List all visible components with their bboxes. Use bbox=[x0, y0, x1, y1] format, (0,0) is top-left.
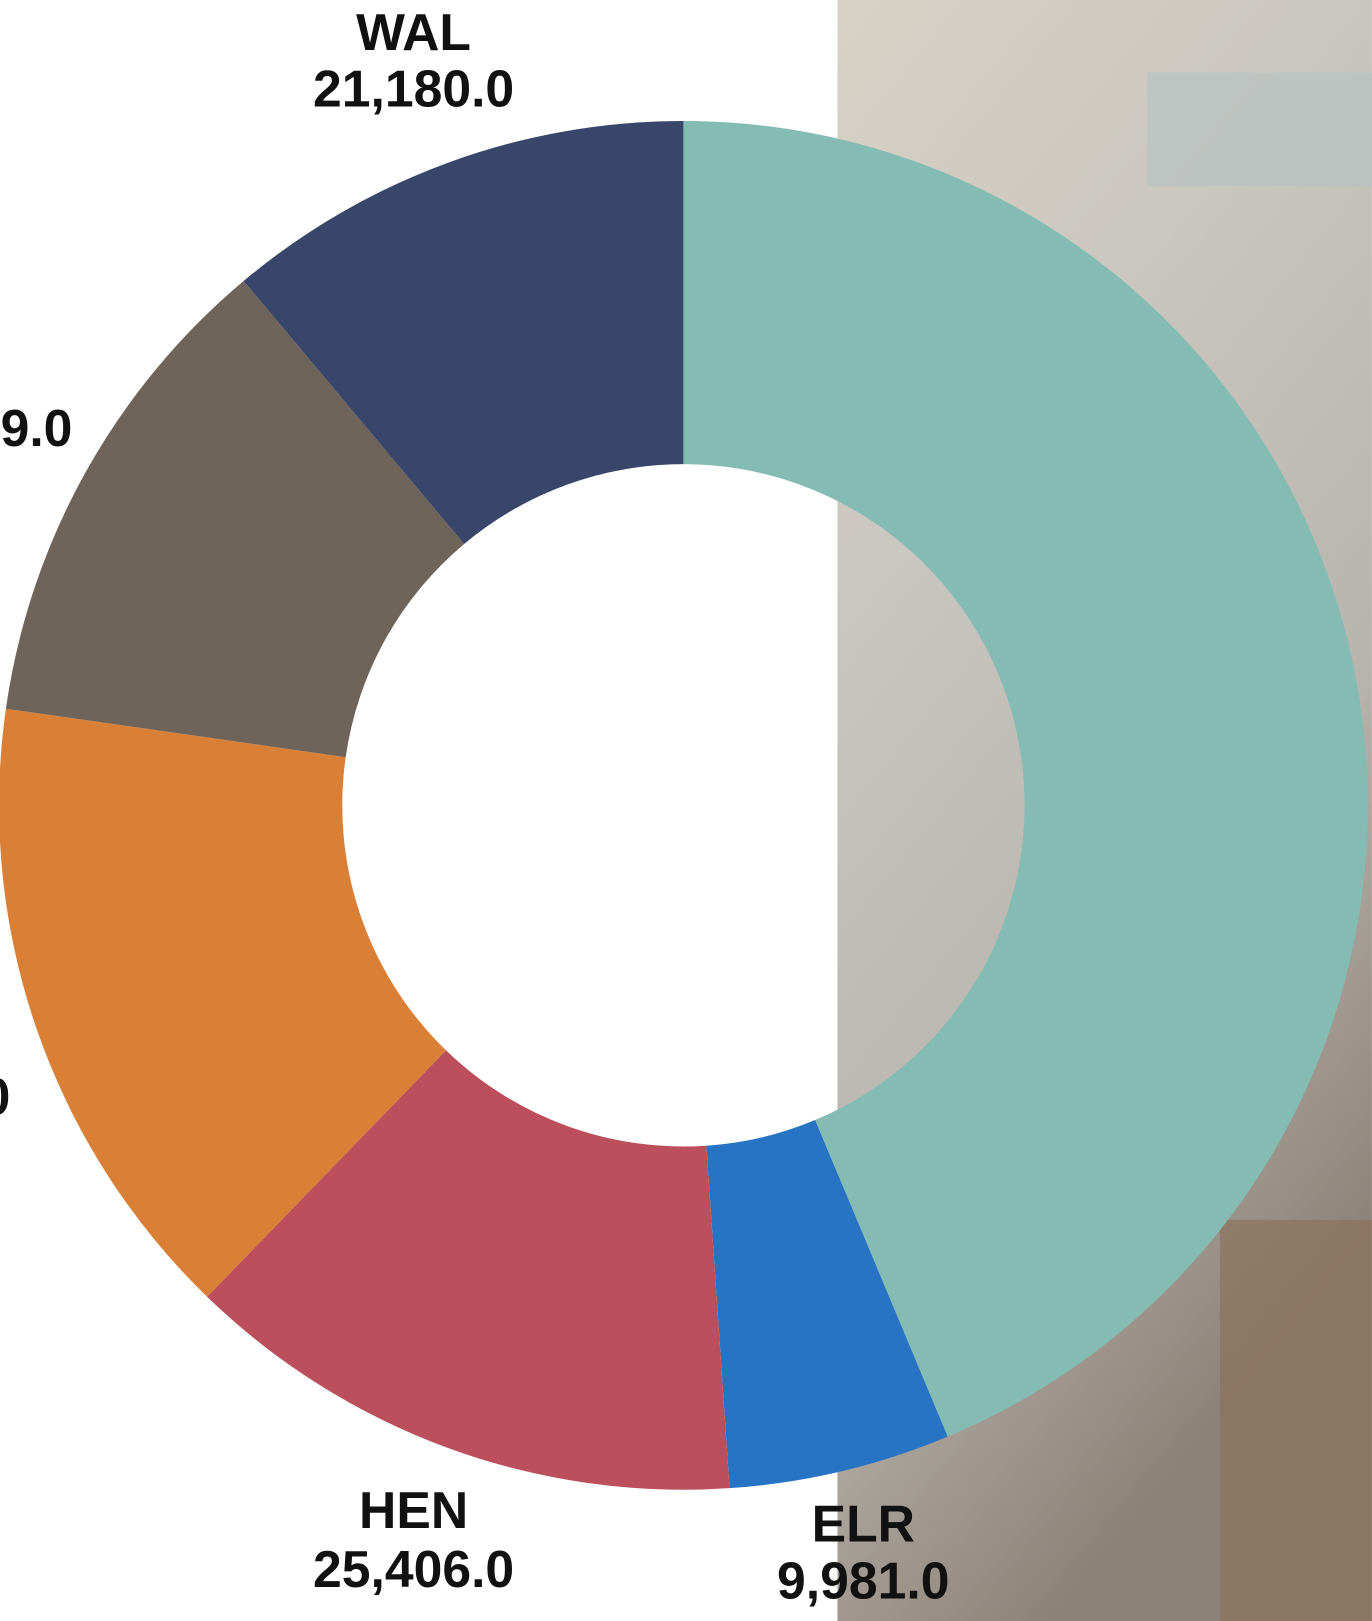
donut-slice bbox=[683, 120, 1368, 1437]
photo-figure bbox=[1219, 1219, 1372, 1621]
slice-label-name: WAL bbox=[356, 3, 471, 61]
donut-slice bbox=[207, 1050, 730, 1490]
slice-label-name: ELR bbox=[812, 1495, 915, 1553]
slice-label-name: HEN bbox=[359, 1481, 468, 1539]
donut-slice bbox=[706, 1120, 948, 1489]
slice-label-value: 9.0 bbox=[1, 399, 73, 457]
donut-slice bbox=[5, 281, 465, 758]
slice-label-value: 25,406.0 bbox=[313, 1540, 514, 1598]
donut-slice bbox=[243, 120, 684, 544]
slice-label-value: 0 bbox=[0, 1068, 10, 1126]
slice-label-value: 21,180.0 bbox=[313, 60, 514, 118]
bookshelf bbox=[1147, 72, 1372, 187]
slice-label-value: 9,981.0 bbox=[777, 1551, 949, 1609]
donut-slice bbox=[0, 708, 446, 1297]
